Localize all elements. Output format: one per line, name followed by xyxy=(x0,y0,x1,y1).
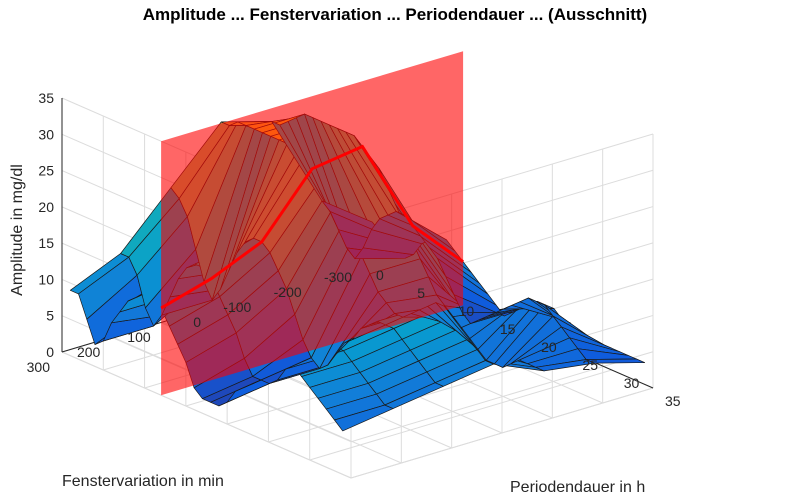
x-tick-label: 35 xyxy=(665,393,681,409)
x-tick-label: 30 xyxy=(624,375,640,391)
x-tick-label: 10 xyxy=(459,303,475,319)
y-tick-label: -100 xyxy=(223,299,251,315)
z-tick-label: 10 xyxy=(38,271,54,287)
z-tick-label: 30 xyxy=(38,126,54,142)
y-axis-label: Fenstervariation in min xyxy=(62,473,224,490)
z-tick-label: 20 xyxy=(38,199,54,215)
x-tick-label: 20 xyxy=(541,339,557,355)
z-tick-label: 25 xyxy=(38,163,54,179)
x-tick-label: 0 xyxy=(376,267,384,283)
y-tick-label: 0 xyxy=(193,314,201,330)
z-tick-label: 5 xyxy=(46,308,54,324)
grid-line xyxy=(112,336,402,464)
z-axis-label: Amplitude in mg/dl xyxy=(9,164,26,296)
surface-panel xyxy=(585,358,646,364)
z-tick-label: 0 xyxy=(46,344,54,360)
chart-title: Amplitude ... Fenstervariation ... Perio… xyxy=(143,5,647,24)
grid-line xyxy=(61,351,352,479)
y-tick-label: -300 xyxy=(324,269,352,285)
x-axis-label: Periodendauer in h xyxy=(510,479,645,495)
y-tick-label: 300 xyxy=(27,359,51,375)
slice-intersection-line xyxy=(160,144,464,310)
y-tick-label: 100 xyxy=(127,329,151,345)
z-tick-label: 35 xyxy=(38,90,54,106)
slice-plane-rect xyxy=(161,51,464,396)
y-tick-label: 200 xyxy=(77,344,101,360)
tick-labels: 05101520253035-300-200-10001002003000510… xyxy=(27,90,681,409)
x-tick-label: 5 xyxy=(417,285,425,301)
slice-plane xyxy=(160,51,464,396)
x-tick-label: 15 xyxy=(500,321,516,337)
z-tick-label: 15 xyxy=(38,235,54,251)
x-tick-label: 25 xyxy=(582,357,598,373)
y-tick-label: -200 xyxy=(274,284,302,300)
